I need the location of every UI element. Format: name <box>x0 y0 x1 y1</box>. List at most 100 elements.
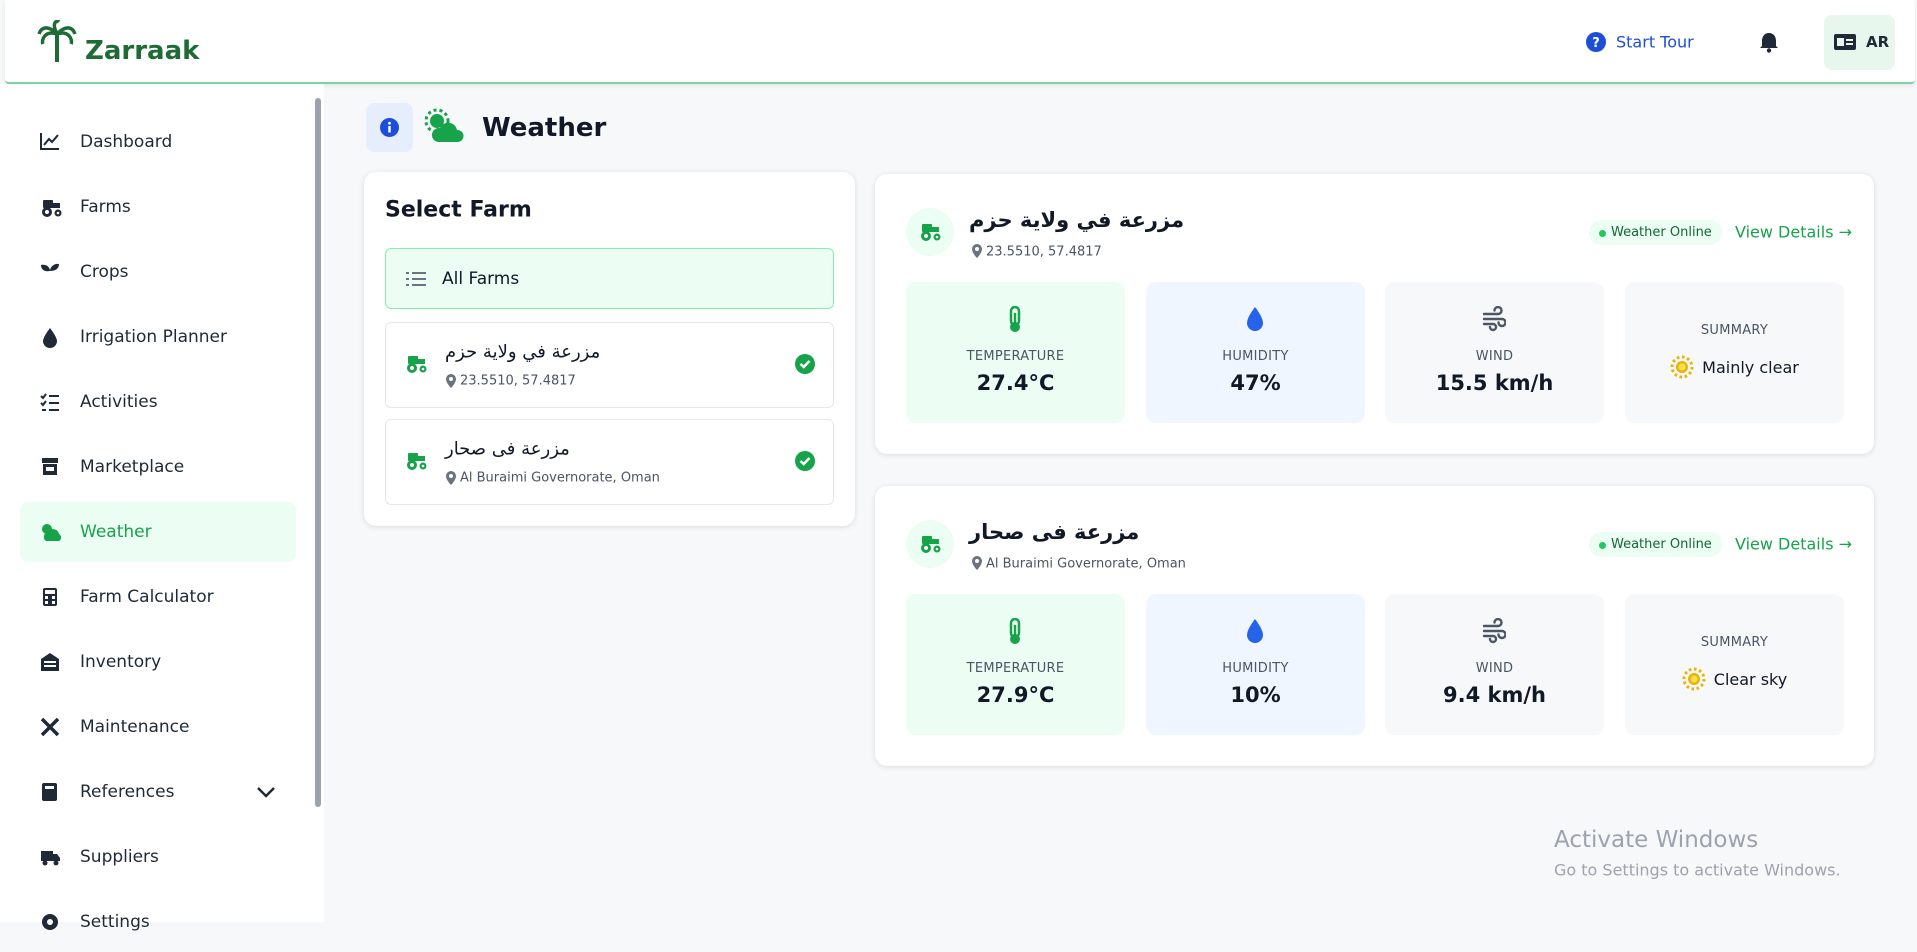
help-mark: ? <box>1592 36 1600 51</box>
view-details[interactable]: View Details → <box>1735 534 1853 554</box>
sun-icon-part <box>1690 675 1698 683</box>
sidebar-icon-part <box>42 783 57 801</box>
stat-value: 47% <box>1230 371 1281 395</box>
stat-label: TEMPERATURE <box>966 349 1065 364</box>
pin-icon-part <box>975 247 979 251</box>
stat-label: HUMIDITY <box>1222 349 1289 364</box>
sidebar-label: Crops <box>80 262 129 282</box>
sidebar-item[interactable]: Inventory <box>20 632 296 692</box>
sidebar-label: Suppliers <box>80 847 159 867</box>
stat-icon <box>1009 618 1021 644</box>
pin-icon <box>446 471 456 485</box>
weather-card: مزرعة في ولاية حزم 23.5510, 57.4817 Weathe… <box>875 174 1874 454</box>
sidebar: Dashboard Farms Crops Irrigation Planner Act… <box>0 84 324 932</box>
status-pill: Weather Online <box>1589 220 1722 245</box>
sidebar-label: References <box>80 782 175 802</box>
stat-value: 15.5 km/h <box>1435 371 1554 395</box>
stat-icon-part <box>1010 634 1020 644</box>
tractor-icon-part <box>408 356 418 364</box>
sidebar-item[interactable]: Dashboard <box>20 112 296 172</box>
sidebar-label: Inventory <box>80 652 162 672</box>
check-icon-part <box>799 457 811 466</box>
summary-row: Clear sky <box>1625 667 1844 691</box>
sun-icon-part <box>1670 355 1694 379</box>
stat-icon <box>1247 619 1263 643</box>
pin-icon-part <box>449 474 453 478</box>
check-icon <box>795 451 815 471</box>
sidebar-icon <box>40 133 59 150</box>
logo-trunk <box>55 34 59 62</box>
sidebar-item[interactable]: Settings <box>20 892 296 952</box>
sun-icon-part <box>1678 363 1686 371</box>
status-pill: Weather Online <box>1589 532 1722 557</box>
sun-core <box>430 114 444 128</box>
tractor-icon-part <box>416 456 425 461</box>
sun-icon-part <box>1682 667 1706 691</box>
sidebar-item[interactable]: Farm Calculator <box>20 567 296 627</box>
sidebar-icon-part <box>46 467 54 471</box>
page-title: Weather <box>482 113 607 143</box>
lang-icon-part <box>1846 39 1853 41</box>
sidebar-item[interactable]: Farms <box>20 177 296 237</box>
info-button[interactable] <box>366 103 413 152</box>
sidebar-icon-part <box>45 601 48 604</box>
pin-icon <box>972 244 982 258</box>
sidebar-item[interactable]: Irrigation Planner <box>20 307 296 367</box>
body: Zarraak ? Start Tour AR Dashboard Farms Cr… <box>0 15 1915 932</box>
list-part <box>412 278 426 280</box>
sidebar-icon-part <box>45 210 49 214</box>
tractor-icon-part <box>410 366 414 370</box>
sidebar-icon-part <box>42 860 48 866</box>
sidebar-item[interactable]: References <box>20 762 296 822</box>
farm-name: مزرعة فى صحار <box>445 438 570 460</box>
lang-icon-part <box>1837 38 1844 46</box>
all-farms-label: All Farms <box>442 269 520 289</box>
farm-icon-badge <box>906 520 954 568</box>
sidebar-label: Settings <box>80 912 150 932</box>
sidebar-item[interactable]: Marketplace <box>20 437 296 497</box>
sidebar-icon <box>41 263 59 282</box>
status-dot <box>1599 542 1606 549</box>
stat-label: HUMIDITY <box>1222 661 1289 676</box>
bell-icon[interactable] <box>1758 31 1780 53</box>
cloud <box>431 122 464 142</box>
sidebar-item[interactable]: Weather <box>20 502 296 562</box>
logo-leaves <box>37 20 77 45</box>
status-dot <box>1599 230 1606 237</box>
stat-icon-part <box>1482 618 1506 644</box>
status-label: Weather Online <box>1611 225 1712 240</box>
summary-value: Mainly clear <box>1702 357 1799 377</box>
list-part <box>412 272 426 274</box>
farm-option[interactable]: مزرعة في ولاية حزم 23.5510, 57.4817 <box>385 322 834 408</box>
sidebar-item[interactable]: Maintenance <box>20 697 296 757</box>
farm-option[interactable]: مزرعة فى صحار Al Buraimi Governorate, Oma… <box>385 419 834 505</box>
check-icon-part <box>799 360 811 369</box>
stat-value: 27.4°C <box>976 371 1055 395</box>
lang-button[interactable]: AR <box>1824 15 1895 70</box>
stat-icon-part <box>1010 322 1020 332</box>
sidebar-label: Farms <box>80 197 131 217</box>
sun-rays <box>424 108 450 134</box>
sidebar-item[interactable]: Activities <box>20 372 296 432</box>
sidebar-label: Dashboard <box>80 132 173 152</box>
sidebar-icon-part <box>40 393 59 411</box>
stat-label: WIND <box>1475 349 1514 364</box>
view-details[interactable]: View Details → <box>1735 222 1853 242</box>
farm-icon-badge <box>906 208 954 256</box>
page: Zarraak Weather {"header":{"brand":"Zarr… <box>0 15 1915 932</box>
stat-icon <box>1247 307 1263 331</box>
tractor-icon <box>921 536 941 553</box>
all-farms-option[interactable]: All Farms <box>385 248 834 309</box>
stat-label: TEMPERATURE <box>966 661 1065 676</box>
sidebar-icon <box>43 588 57 606</box>
farm-location: Al Buraimi Governorate, Oman <box>460 470 660 486</box>
stat-value: 27.9°C <box>976 683 1055 707</box>
stat-icon-part <box>1013 313 1017 325</box>
sidebar-item[interactable]: Crops <box>20 242 296 302</box>
sidebar-icon <box>42 783 57 801</box>
stat-value: 9.4 km/h <box>1443 683 1546 707</box>
stat-box: WIND 9.4 km/h <box>1385 594 1604 735</box>
summary-label: SUMMARY <box>1700 635 1769 650</box>
stat-icon-part <box>1482 306 1506 332</box>
sidebar-item[interactable]: Suppliers <box>20 827 296 887</box>
